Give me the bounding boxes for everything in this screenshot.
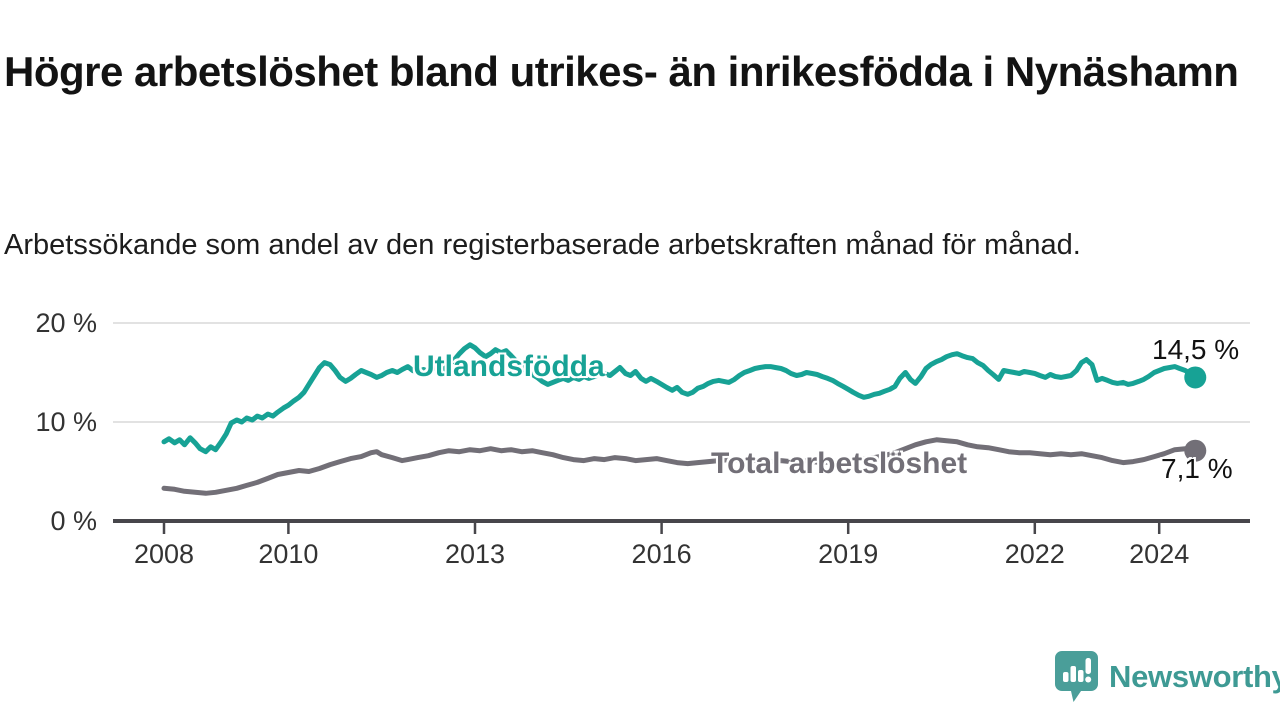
series-line-1 [161, 437, 1198, 496]
x-axis-tick-label: 2022 [1005, 539, 1065, 569]
end-value-label-total: 7,1 % [1161, 453, 1233, 484]
x-axis-tick-label: 2013 [445, 539, 505, 569]
end-value-label-utlandsfodda: 14,5 % [1152, 334, 1240, 365]
brand-name: Newsworthy [1109, 659, 1280, 694]
series-label-total-arbetsloshet: Total arbetslöshet [711, 447, 968, 480]
x-axis-tick-label: 2010 [258, 539, 318, 569]
series-end-dot-0 [1184, 366, 1207, 389]
y-axis-tick-label: 0 % [50, 506, 97, 536]
series-label-utlandsfodda: Utlandsfödda [413, 350, 605, 383]
series-line-0 [161, 342, 1198, 455]
chart-subtitle: Arbetssökande som andel av den registerb… [4, 229, 1081, 261]
y-axis-tick-label: 20 % [35, 308, 97, 338]
logo-bar-chart-glyph [1063, 658, 1092, 683]
y-axis-tick-label: 10 % [35, 407, 97, 437]
x-axis-tick-label: 2019 [818, 539, 878, 569]
newsworthy-logo-icon [1055, 651, 1098, 702]
page-title: Högre arbetslöshet bland utrikes- än inr… [4, 48, 1239, 96]
x-axis-tick-label: 2016 [632, 539, 692, 569]
x-axis-tick-label: 2024 [1129, 539, 1189, 569]
newsworthy-logo: Newsworthy [1054, 650, 1280, 704]
series-end-dot-1 [1184, 439, 1207, 462]
x-axis-tick-label: 2008 [134, 539, 194, 569]
